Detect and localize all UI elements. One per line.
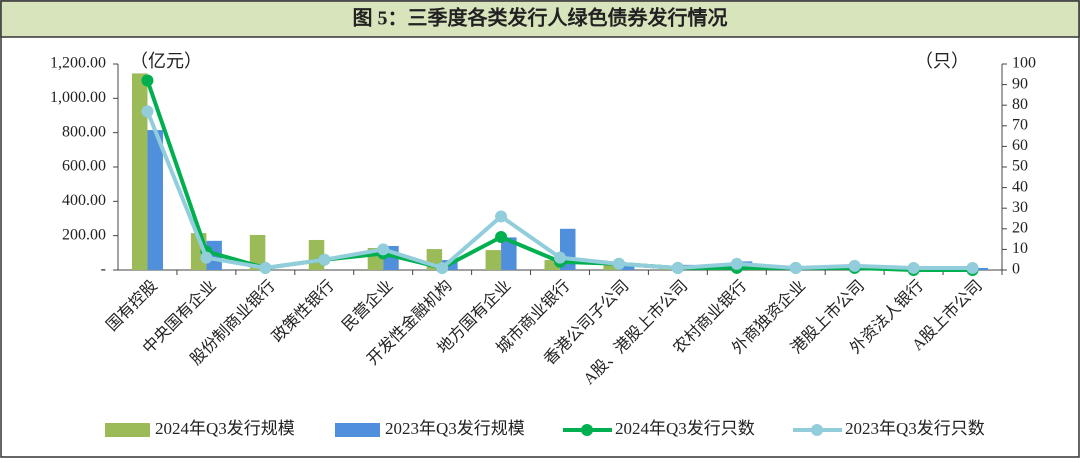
- bar: [249, 234, 266, 270]
- line-point: [966, 261, 979, 274]
- y2-tick-label: 20: [1012, 219, 1028, 236]
- line-point: [436, 261, 449, 274]
- line-point: [730, 257, 743, 270]
- bar: [501, 237, 517, 270]
- y2-tick-label: 100: [1012, 55, 1036, 72]
- legend-swatch: [811, 424, 823, 436]
- line-point: [554, 251, 566, 264]
- legend-swatch: [581, 424, 593, 436]
- line-point: [141, 105, 154, 118]
- bar: [603, 265, 619, 270]
- bar: [131, 73, 148, 270]
- y-tick-label: 400.00: [62, 192, 106, 209]
- y2-tick-label: 60: [1012, 137, 1028, 154]
- legend-label: 2023年Q3发行只数: [845, 419, 985, 438]
- legend-label: 2024年Q3发行规模: [155, 419, 295, 438]
- bar: [618, 263, 635, 270]
- line-point: [495, 210, 508, 223]
- y-tick-label: 200.00: [62, 226, 106, 243]
- y2-tick-label: 40: [1012, 178, 1028, 195]
- y2-tick-label: 0: [1012, 261, 1020, 278]
- line-point: [141, 74, 154, 87]
- y2-tick-label: 30: [1012, 199, 1028, 216]
- line-point: [259, 261, 272, 274]
- chart-title: 图 5：三季度各类发行人绿色债券发行情况: [353, 6, 728, 30]
- y2-tick-label: 70: [1012, 116, 1028, 133]
- bar: [972, 267, 989, 270]
- y2-tick-label: 80: [1012, 96, 1028, 113]
- line-point: [789, 261, 802, 274]
- line-point: [318, 253, 331, 266]
- line-point: [612, 257, 625, 270]
- legend-label: 2023年Q3发行规模: [385, 419, 525, 438]
- y2-tick-label: 50: [1012, 158, 1028, 175]
- line-point: [495, 231, 508, 244]
- line-point: [907, 261, 920, 274]
- bar: [544, 260, 560, 270]
- y-tick-label: -: [101, 261, 106, 278]
- bar: [485, 250, 502, 270]
- title-bar: [0, 0, 1080, 38]
- line-point: [671, 261, 684, 274]
- y2-tick-label: 90: [1012, 75, 1028, 92]
- line-point: [200, 251, 213, 264]
- y-tick-label: 800.00: [62, 123, 106, 140]
- bar: [147, 130, 163, 270]
- y-tick-label: 1,200.00: [50, 55, 106, 72]
- y-tick-label: 1,000.00: [50, 89, 106, 106]
- line-point: [377, 243, 390, 256]
- legend-label: 2024年Q3发行只数: [615, 419, 755, 438]
- y-axis-label: （亿元）: [130, 51, 202, 71]
- legend-swatch: [105, 423, 150, 437]
- line-point: [848, 259, 861, 272]
- y2-tick-label: 10: [1012, 240, 1028, 257]
- y-tick-label: 600.00: [62, 158, 106, 175]
- y2-axis-label: （只）: [915, 51, 969, 71]
- legend-swatch: [335, 423, 380, 437]
